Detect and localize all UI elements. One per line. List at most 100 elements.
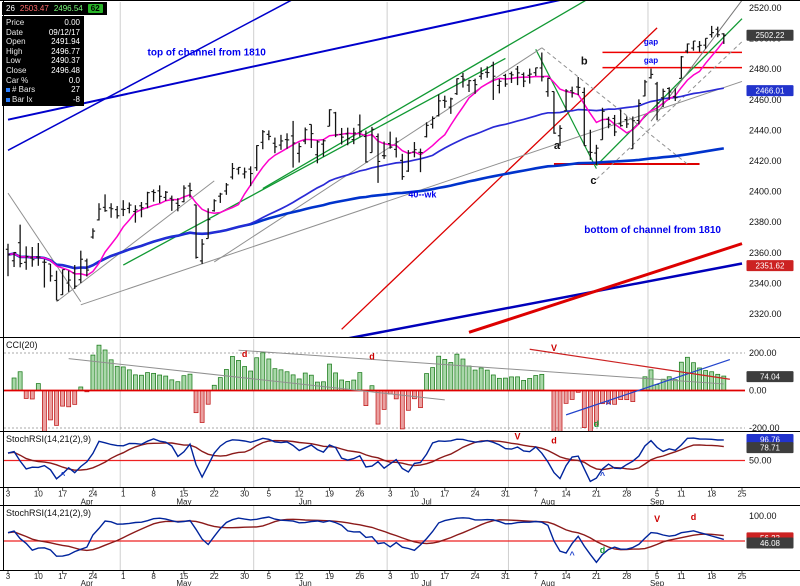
info-row: Low 2490.37 [6, 56, 80, 66]
svg-text:^: ^ [570, 550, 576, 560]
price-badge [746, 29, 794, 41]
trendline [262, 0, 588, 190]
trendline [122, 57, 506, 266]
svg-text:19: 19 [325, 490, 334, 499]
svg-text:d: d [369, 352, 375, 362]
svg-text:5: 5 [267, 490, 272, 499]
bullet-icon [6, 88, 10, 93]
svg-text:26: 26 [355, 572, 364, 581]
cci-trendline [238, 349, 724, 385]
stoch2-pane: ^ d V d [4, 506, 745, 570]
svg-text:24: 24 [471, 490, 480, 499]
svg-text:2420.00: 2420.00 [749, 156, 782, 166]
svg-text:46.08: 46.08 [760, 539, 781, 548]
svg-text:12: 12 [295, 572, 304, 581]
svg-text:31: 31 [501, 490, 510, 499]
svg-text:24: 24 [471, 572, 480, 581]
info-row: Price 0.00 [6, 18, 80, 27]
svg-text:96.76: 96.76 [760, 435, 781, 444]
trendline [7, 0, 294, 151]
quote-header: 26 2503.47 2496.54 62 [2, 2, 107, 15]
svg-text:22: 22 [210, 490, 219, 499]
svg-text:2400.00: 2400.00 [749, 187, 782, 197]
price-badge [746, 260, 794, 272]
svg-text:21: 21 [592, 490, 601, 499]
price-badge [746, 442, 794, 454]
svg-text:top of channel from 1810: top of channel from 1810 [148, 47, 267, 58]
svg-text:1: 1 [121, 572, 126, 581]
svg-text:10: 10 [34, 490, 43, 499]
ohlc-bars [5, 25, 727, 301]
info-row: Date 09/12/17 [6, 27, 80, 37]
svg-text:18: 18 [707, 572, 716, 581]
cci-trendline [529, 348, 730, 380]
stoch2-pane-title: StochRSI(14,21(2),9) [6, 508, 92, 518]
svg-text:Aug: Aug [541, 579, 555, 586]
svg-text:^: ^ [60, 471, 66, 481]
price-pane: top of channel from 1810 bottom of channe… [5, 0, 743, 338]
svg-text:2340.00: 2340.00 [749, 278, 782, 288]
svg-text:Sep: Sep [650, 579, 665, 586]
svg-text:26: 26 [355, 490, 364, 499]
svg-text:3: 3 [388, 490, 393, 499]
date-axis[interactable]: 3 10 17 24 1 8 15 22 30 5 12 19 26 3 10 17 24 31 7 14 21 28 5 1… [6, 571, 747, 586]
trendline [596, 41, 743, 180]
cci-pane-title: CCI(20) [6, 340, 38, 350]
svg-text:3: 3 [6, 490, 11, 499]
svg-text:5: 5 [655, 572, 660, 581]
svg-text:2480.00: 2480.00 [749, 64, 782, 74]
svg-text:2360.00: 2360.00 [749, 248, 782, 258]
svg-text:5: 5 [655, 490, 660, 499]
info-row: Bar lx -8 [6, 95, 80, 105]
svg-text:2380.00: 2380.00 [749, 217, 782, 227]
price-badge [746, 371, 794, 383]
svg-text:25: 25 [738, 490, 747, 499]
svg-text:17: 17 [58, 572, 67, 581]
svg-text:10: 10 [34, 572, 43, 581]
quote-badge: 62 [87, 4, 103, 13]
svg-text:14: 14 [562, 572, 571, 581]
svg-text:Aug: Aug [541, 498, 555, 507]
svg-text:17: 17 [440, 572, 449, 581]
svg-text:c: c [590, 175, 596, 187]
svg-text:^: ^ [600, 471, 606, 481]
svg-text:30: 30 [240, 490, 249, 499]
quote-info-panel: 26 2503.47 2496.54 62 Price 0.00 Date 09/12… [2, 2, 107, 107]
svg-text:22: 22 [210, 572, 219, 581]
svg-text:d: d [242, 349, 248, 359]
svg-text:d: d [594, 419, 600, 429]
svg-text:a: a [554, 140, 561, 152]
svg-text:bottom of channel from 1810: bottom of channel from 1810 [584, 225, 721, 236]
date-axis[interactable]: 3 10 17 24 1 8 15 22 30 5 12 19 26 3 10 17 24 31 7 14 21 28 5 1… [6, 488, 747, 507]
bullet-icon [6, 97, 10, 102]
svg-text:-200.00: -200.00 [749, 423, 780, 433]
svg-text:2520.00: 2520.00 [749, 3, 782, 13]
svg-text:14: 14 [562, 490, 571, 499]
svg-text:24: 24 [88, 572, 97, 581]
trendline [343, 262, 743, 338]
cci-pane: d d V ^ d [4, 339, 745, 432]
svg-text:2502.22: 2502.22 [756, 31, 785, 40]
stoch1-pane-title: StochRSI(14,21(2),9) [6, 434, 92, 444]
svg-text:2466.01: 2466.01 [756, 87, 785, 96]
trendline [341, 27, 658, 330]
svg-text:V: V [515, 431, 521, 441]
svg-text:11: 11 [677, 572, 686, 581]
price-axis[interactable]: 2520.002500.002480.002460.002440.002420.… [746, 3, 794, 549]
svg-text:7: 7 [534, 572, 539, 581]
svg-text:40--wk: 40--wk [408, 190, 437, 200]
svg-text:Apr: Apr [81, 498, 94, 507]
svg-text:17: 17 [440, 490, 449, 499]
info-row: High 2496.77 [6, 46, 80, 56]
trendline [541, 47, 688, 165]
svg-text:1: 1 [121, 490, 126, 499]
svg-text:d: d [551, 435, 557, 445]
quote-period: 26 [6, 4, 15, 13]
quote-high: 2503.47 [19, 4, 49, 13]
svg-text:21: 21 [592, 572, 601, 581]
stoch1-pane: ^ V d ^ [4, 431, 745, 487]
svg-text:11: 11 [677, 490, 686, 499]
trendline [650, 0, 743, 122]
trendline [56, 180, 215, 303]
